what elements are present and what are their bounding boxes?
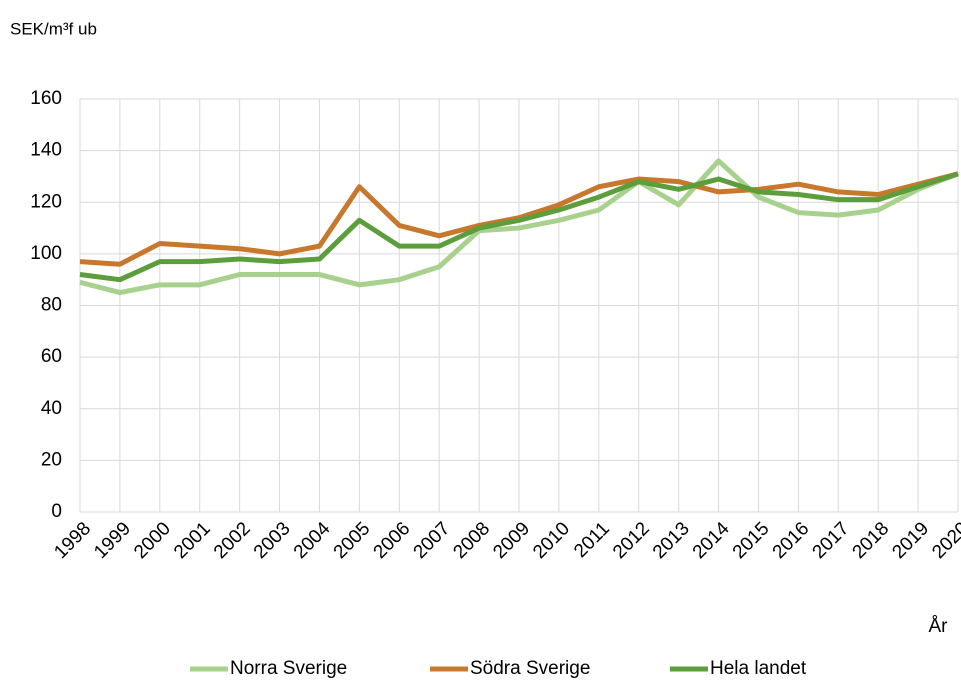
- x-tick-label: 2010: [529, 518, 574, 563]
- line-series: [79, 158, 959, 296]
- x-tick-label: 2018: [849, 518, 894, 563]
- x-tick-label: 2003: [250, 518, 295, 563]
- y-tick-label: 140: [30, 140, 62, 161]
- y-tick-label: 160: [30, 88, 62, 109]
- x-tick-label: 2007: [410, 518, 455, 563]
- y-tick-label: 40: [41, 398, 62, 419]
- y-tick-label: 120: [30, 191, 62, 212]
- x-tick-label: 1998: [50, 518, 95, 563]
- line-series: [79, 171, 959, 283]
- legend-label: Norra Sverige: [230, 658, 347, 679]
- x-tick-label: 2004: [290, 518, 335, 563]
- x-tick-label: 2008: [449, 518, 494, 563]
- x-axis-label: År: [929, 616, 949, 637]
- x-tick-label: 2016: [769, 518, 814, 563]
- y-tick-label: 100: [30, 243, 62, 264]
- x-tick-label: 2011: [570, 518, 614, 562]
- x-tick-label: 2017: [809, 518, 854, 563]
- x-tick-label: 2000: [130, 518, 175, 563]
- x-tick-label: 2006: [370, 518, 415, 563]
- y-axis-label: SEK/m³f ub: [10, 19, 97, 38]
- y-tick-label: 80: [41, 295, 62, 316]
- x-tick-label: 1999: [90, 518, 135, 563]
- x-tick-label: 2001: [170, 518, 215, 563]
- y-tick-label: 60: [41, 346, 62, 367]
- x-tick-label: 2019: [888, 518, 933, 563]
- x-tick-label: 2014: [689, 518, 734, 563]
- y-tick-label: 20: [41, 449, 62, 470]
- x-tick-label: 2009: [489, 518, 534, 563]
- legend-label: Hela landet: [710, 658, 807, 679]
- y-tick-label: 0: [51, 501, 62, 522]
- x-tick-label: 2013: [649, 518, 694, 563]
- x-tick-label: 2015: [729, 518, 774, 563]
- legend-label: Södra Sverige: [470, 658, 590, 679]
- x-tick-label: 2012: [609, 518, 654, 563]
- x-tick-label: 2005: [330, 518, 375, 563]
- x-tick-label: 2002: [210, 518, 255, 563]
- x-tick-label: 2020: [928, 518, 961, 563]
